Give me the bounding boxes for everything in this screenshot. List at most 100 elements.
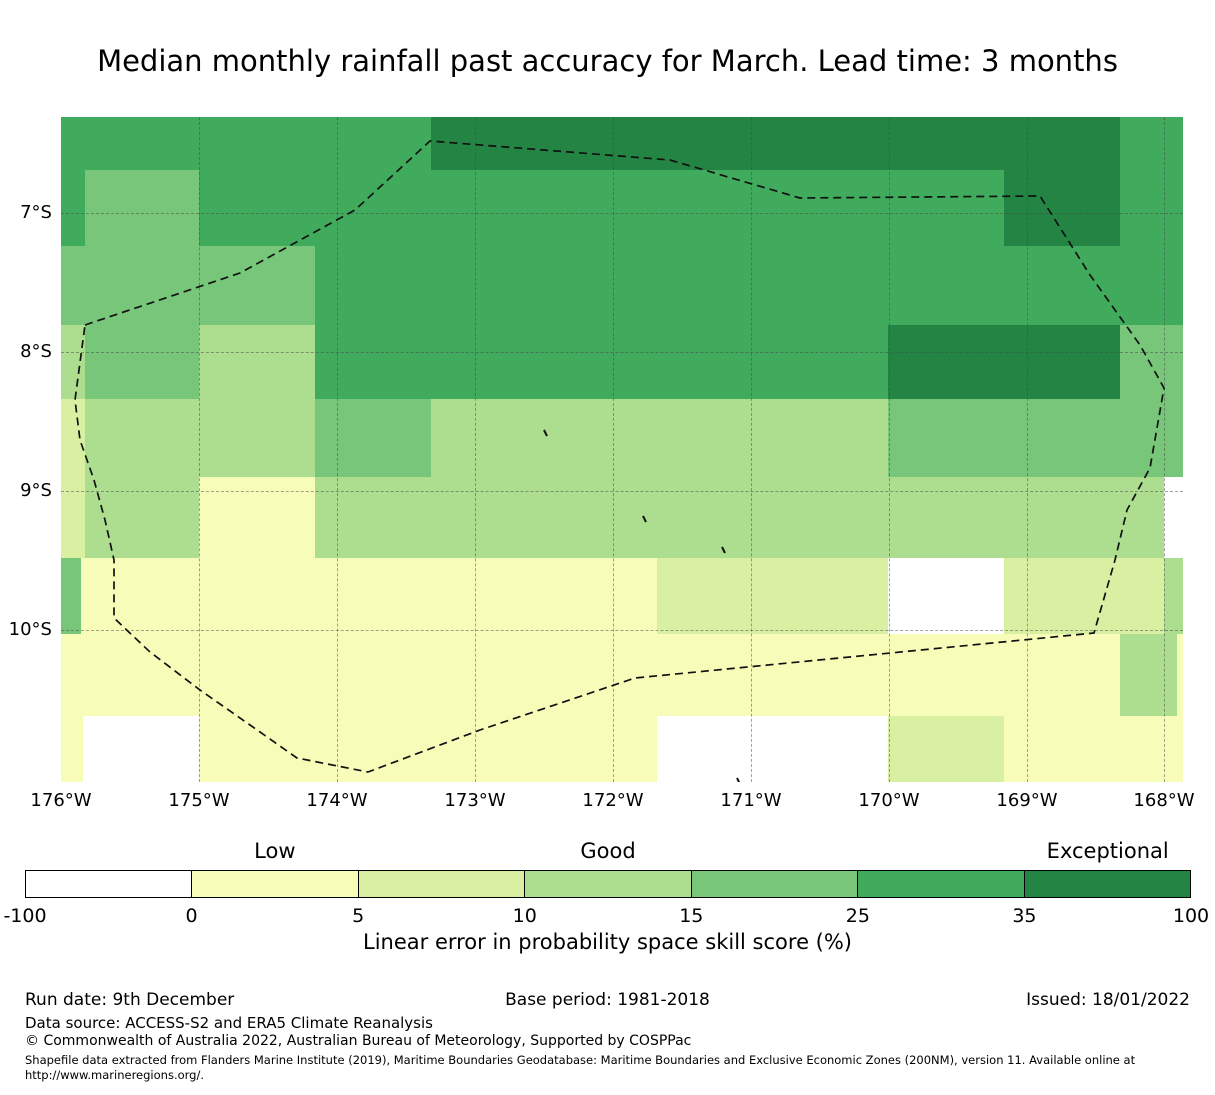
heatmap-cell [1120, 117, 1183, 170]
colorbar-tick-label: 35 [1012, 905, 1037, 927]
heatmap-cell [61, 170, 85, 246]
meridian-gridline [613, 117, 614, 782]
heatmap-cell [61, 477, 85, 558]
heatmap-cell [199, 325, 315, 399]
heatmap-cell [61, 325, 85, 399]
meridian-gridline [475, 117, 476, 782]
heatmap-cell [315, 399, 431, 477]
heatmap-cell [81, 558, 657, 634]
heatmap-cell [199, 170, 1004, 246]
island-mark [736, 777, 741, 782]
heatmap-cell [1177, 634, 1183, 716]
heatmap-cell [1120, 325, 1183, 399]
latitude-tick-label: 9°S [20, 480, 52, 501]
heatmap-cell [1164, 477, 1183, 558]
heatmap-cell [85, 399, 315, 477]
eez-boundary-overlay [74, 140, 1165, 782]
heatmap-cell [888, 716, 1004, 782]
shapefile-attribution-line1: Shapefile data extracted from Flanders M… [25, 1053, 1136, 1067]
heatmap-cell [1164, 558, 1183, 634]
heatmap-cell [1004, 170, 1120, 246]
skill-map [61, 117, 1183, 782]
colorbar [25, 870, 1191, 898]
colorbar-tick-label: 10 [512, 905, 537, 927]
longitude-tick-label: 173°W [444, 790, 506, 811]
issued-date-text: Issued: 18/01/2022 [1026, 990, 1190, 1010]
parallel-gridline [61, 352, 1183, 353]
colorbar-tick-label: 0 [185, 905, 198, 927]
colorbar-axis-label: Linear error in probability space skill … [363, 930, 852, 954]
heatmap-cell [199, 477, 315, 558]
parallel-gridline [61, 491, 1183, 492]
heatmap-cell [61, 558, 81, 634]
longitude-tick-label: 172°W [582, 790, 644, 811]
longitude-tick-label: 176°W [30, 790, 92, 811]
heatmap-cell [431, 117, 1120, 170]
heatmap-cell [85, 477, 199, 558]
island-mark [721, 546, 726, 554]
latitude-tick-label: 8°S [20, 341, 52, 362]
heatmap-cell [1120, 634, 1177, 716]
data-source-text: Data source: ACCESS-S2 and ERA5 Climate … [25, 1014, 433, 1032]
heatmap-cell [1120, 170, 1183, 246]
colorbar-tick-label: 100 [1172, 905, 1210, 927]
heatmap-cell [431, 399, 888, 477]
heatmap-cell [888, 325, 1120, 399]
longitude-tick-label: 169°W [996, 790, 1058, 811]
heatmap-cell [888, 399, 1183, 477]
heatmap-cell [315, 246, 1183, 325]
base-period-text: Base period: 1981-2018 [505, 990, 710, 1010]
colorbar-tick-label: 5 [352, 905, 365, 927]
colorbar-tick-label: -100 [3, 905, 47, 927]
colorbar-segment [191, 871, 358, 897]
heatmap-cell [61, 716, 83, 782]
colorbar-category-label: Good [580, 839, 636, 863]
heatmap-cell [657, 558, 888, 634]
colorbar-category-label: Exceptional [1046, 839, 1169, 863]
heatmap-cell [85, 170, 199, 246]
heatmap-cell [61, 117, 431, 170]
heatmap-cell [85, 325, 199, 399]
heatmap-cell [61, 399, 85, 477]
latitude-tick-label: 10°S [8, 619, 52, 640]
colorbar-segment [26, 871, 192, 897]
chart-title: Median monthly rainfall past accuracy fo… [97, 44, 1118, 78]
longitude-tick-label: 175°W [168, 790, 230, 811]
colorbar-tick-label: 15 [679, 905, 704, 927]
colorbar-segment [524, 871, 691, 897]
latitude-tick-label: 7°S [20, 202, 52, 223]
parallel-gridline [61, 213, 1183, 214]
longitude-tick-label: 174°W [306, 790, 368, 811]
run-date-text: Run date: 9th December [25, 990, 235, 1010]
parallel-gridline [61, 630, 1183, 631]
colorbar-segment [1023, 871, 1190, 897]
meridian-gridline [337, 117, 338, 782]
shapefile-attribution-url: http://www.marineregions.org/. [25, 1068, 204, 1082]
copyright-text: © Commonwealth of Australia 2022, Austra… [25, 1033, 692, 1049]
longitude-tick-label: 170°W [858, 790, 920, 811]
heatmap-cell [61, 246, 315, 325]
meridian-gridline [1027, 117, 1028, 782]
heatmap-cell [888, 558, 1004, 634]
heatmap-cell [315, 477, 888, 558]
meridian-gridline [1164, 117, 1165, 782]
heatmap-cell [1004, 558, 1164, 634]
heatmap-cell [83, 716, 199, 782]
island-mark [642, 515, 647, 523]
colorbar-segment [857, 871, 1024, 897]
colorbar-segment [357, 871, 525, 897]
meridian-gridline [199, 117, 200, 782]
meridian-gridline [751, 117, 752, 782]
colorbar-tick-label: 25 [845, 905, 870, 927]
colorbar-segment [690, 871, 858, 897]
meridian-gridline [889, 117, 890, 782]
longitude-tick-label: 171°W [720, 790, 782, 811]
heatmap-cell [315, 325, 888, 399]
colorbar-category-label: Low [254, 839, 296, 863]
heatmap-cell [1004, 716, 1183, 782]
longitude-tick-label: 168°W [1133, 790, 1195, 811]
island-mark [543, 429, 548, 437]
heatmap-cell [61, 634, 1120, 716]
heatmap-cell [657, 716, 888, 782]
